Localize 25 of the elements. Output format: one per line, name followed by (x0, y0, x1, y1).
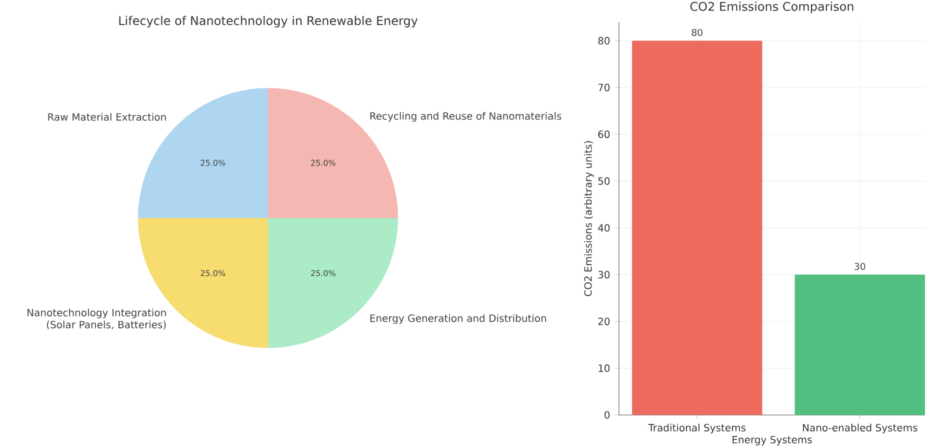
x-tick-label: Traditional Systems (648, 424, 746, 434)
y-tick-label: 0 (604, 411, 610, 419)
chart-title: CO2 Emissions Comparison (690, 2, 854, 14)
x-axis-title: Energy Systems (732, 436, 812, 446)
data-label: 25.0% (200, 160, 226, 166)
slice-label: Raw Material Extraction (48, 113, 166, 121)
slice-label: Nanotechnology Integration (Solar Panels, Batteries) (28, 308, 166, 330)
y-tick-label: 70 (598, 84, 610, 92)
data-label: 25.0% (200, 270, 226, 276)
slice-label: Energy Generation and Distribution (370, 314, 546, 324)
y-tick-label: 50 (598, 177, 610, 185)
y-axis-title: CO2 Emissions (arbitrary units) (584, 141, 594, 296)
y-tick-label: 10 (598, 364, 610, 372)
slice-label: Recycling and Reuse of Nanomaterials (370, 112, 562, 122)
data-label: 80 (692, 28, 702, 36)
y-tick-label: 20 (598, 318, 610, 326)
data-label: 25.0% (311, 270, 336, 276)
x-tick-label: Nano-enabled Systems (802, 424, 918, 434)
data-label: 30 (854, 262, 866, 270)
y-tick-label: 80 (598, 36, 610, 44)
y-tick-label: 30 (598, 270, 610, 278)
chart-title: Lifecycle of Nanotechnology in Renewable Energy (119, 16, 418, 28)
y-tick-label: 40 (598, 224, 610, 232)
data-label: 25.0% (311, 160, 336, 166)
y-tick-label: 60 (598, 130, 610, 138)
